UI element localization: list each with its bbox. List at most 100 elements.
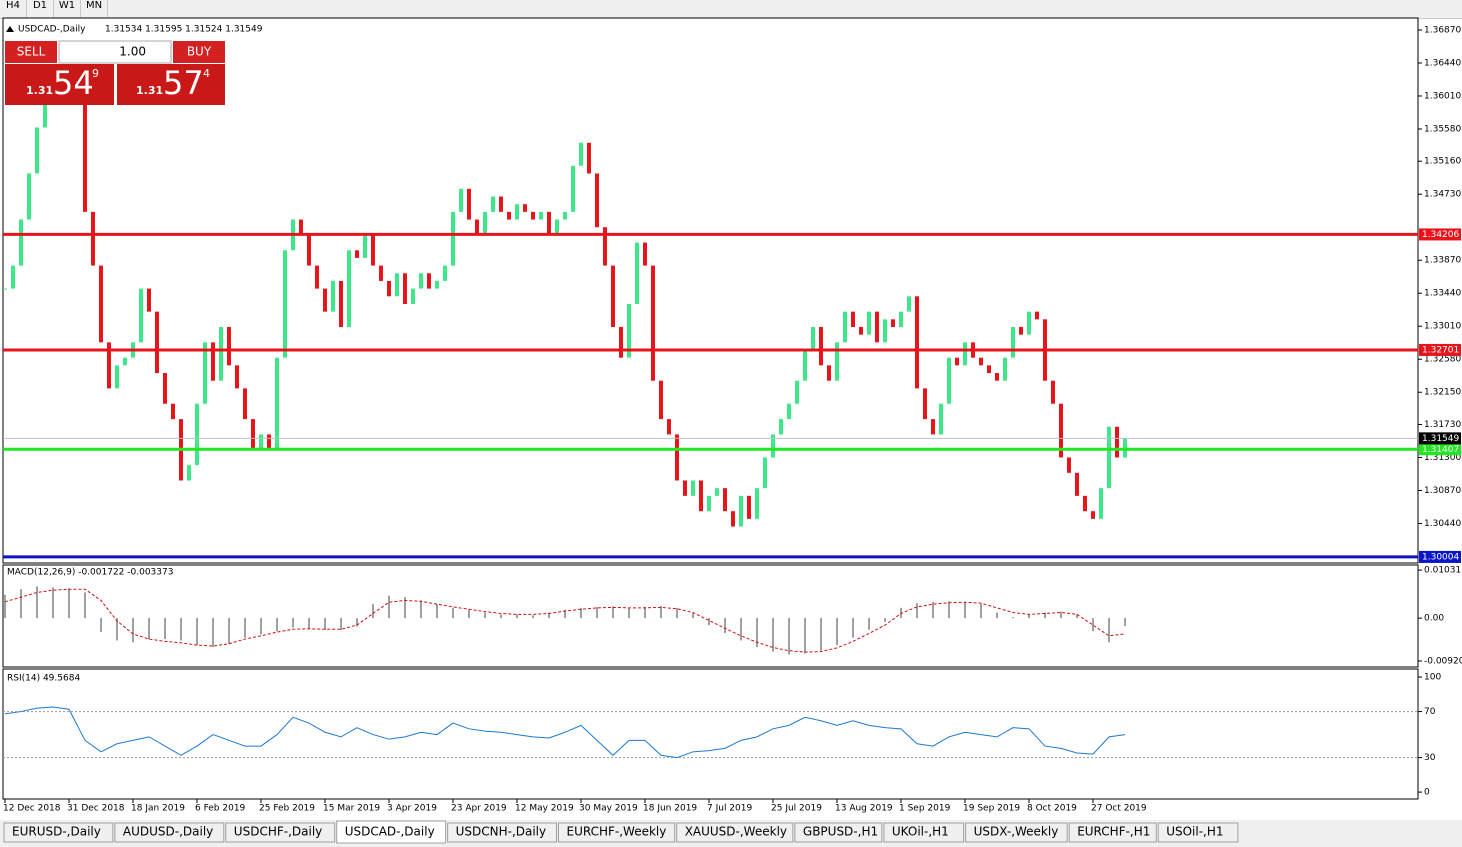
symbol-tab[interactable] xyxy=(1068,822,1157,843)
candle xyxy=(243,388,247,420)
lot-input[interactable] xyxy=(58,40,172,64)
symbol-tab[interactable] xyxy=(676,822,794,843)
symbol-tab[interactable] xyxy=(794,822,883,843)
candle xyxy=(339,280,343,327)
timeframe-button[interactable]: MN xyxy=(81,0,108,17)
macd-bar xyxy=(84,592,86,619)
macd-bar xyxy=(884,618,886,622)
candle xyxy=(379,265,383,281)
ask-box[interactable] xyxy=(117,64,225,105)
price-level-tag xyxy=(1419,550,1461,563)
candle xyxy=(811,326,815,351)
symbol-tab[interactable] xyxy=(336,820,447,844)
symbol-tab[interactable] xyxy=(114,822,225,843)
candle xyxy=(531,211,535,220)
candle xyxy=(195,403,199,466)
candle xyxy=(499,196,503,212)
y-tick-label: 1.30870 xyxy=(1424,486,1461,496)
buy-button[interactable] xyxy=(173,41,225,63)
macd-bar xyxy=(356,618,358,627)
candle xyxy=(283,250,287,358)
macd-bar xyxy=(852,618,854,638)
candle xyxy=(827,365,831,381)
candle xyxy=(995,373,999,381)
rsi-title: RSI(14) 49.5684 xyxy=(7,674,80,684)
timeframe-button[interactable]: W1 xyxy=(54,0,81,17)
x-tick-label: 8 Oct 2019 xyxy=(1027,804,1077,814)
symbol-tab[interactable] xyxy=(558,822,676,843)
candle xyxy=(635,242,639,304)
y-tick-label: 1.33870 xyxy=(1424,256,1461,266)
y-tick-label: 1.32580 xyxy=(1424,355,1461,365)
symbol-tab[interactable] xyxy=(883,822,965,843)
collapse-icon[interactable] xyxy=(6,26,14,32)
candle xyxy=(715,488,719,496)
macd-bar xyxy=(100,618,102,633)
candle xyxy=(707,495,711,512)
candle xyxy=(403,273,407,304)
sell-button[interactable] xyxy=(5,41,57,63)
candle xyxy=(699,480,703,512)
macd-bar xyxy=(660,605,662,619)
macd-bar xyxy=(708,618,710,626)
x-tick-label: 15 Mar 2019 xyxy=(323,804,380,814)
macd-bar xyxy=(212,618,214,647)
candle xyxy=(979,357,983,366)
bid-box[interactable] xyxy=(5,64,114,105)
price-level-label: 1.31407 xyxy=(1422,445,1459,455)
macd-bar xyxy=(564,609,566,619)
ask-small: 4 xyxy=(203,67,210,80)
candle xyxy=(963,342,967,366)
candle xyxy=(387,280,391,297)
candle xyxy=(939,403,943,435)
timeframe-button[interactable]: H4 xyxy=(0,0,27,17)
macd-bar xyxy=(692,613,694,619)
macd-bar xyxy=(436,604,438,619)
macd-bar xyxy=(580,607,582,619)
candle xyxy=(867,311,871,335)
candle xyxy=(915,296,919,389)
macd-bar xyxy=(756,618,758,647)
macd-panel xyxy=(2,564,1419,668)
y-tick-label: 1.33010 xyxy=(1424,322,1461,332)
macd-bar xyxy=(820,618,822,651)
macd-bar xyxy=(164,618,166,640)
x-tick-label: 19 Sep 2019 xyxy=(963,804,1020,814)
macd-bar xyxy=(132,618,134,643)
candle xyxy=(579,142,583,166)
candle xyxy=(539,211,543,220)
candle xyxy=(883,319,887,343)
candle xyxy=(1019,326,1023,335)
trade-panel: SELL 1.00 BUY 1.31 54 9 1.31 57 4 xyxy=(5,40,225,105)
candle xyxy=(1115,426,1119,458)
macd-bar xyxy=(596,606,598,619)
ask-prefix: 1.31 xyxy=(136,84,163,97)
candle xyxy=(43,96,47,128)
macd-bar xyxy=(292,618,294,628)
symbol-tab[interactable] xyxy=(965,822,1068,843)
symbol-tab-label: USDCNH-,Daily xyxy=(456,825,547,839)
candle xyxy=(667,419,671,435)
macd-bar xyxy=(612,606,614,619)
candle xyxy=(787,403,791,420)
y-tick-label: 1.35160 xyxy=(1424,157,1461,167)
symbol-tab[interactable] xyxy=(225,822,336,843)
candle xyxy=(203,342,207,404)
candle xyxy=(83,66,87,212)
y-tick-label: 1.33440 xyxy=(1424,289,1461,299)
symbol-tab[interactable] xyxy=(3,822,114,843)
candle xyxy=(835,342,839,381)
candle xyxy=(259,434,263,450)
timeframe-button[interactable]: D1 xyxy=(27,0,54,17)
macd-bar xyxy=(116,618,118,641)
candle xyxy=(347,250,351,327)
macd-bar xyxy=(420,600,422,619)
symbol-tab[interactable] xyxy=(1157,822,1239,843)
candle xyxy=(235,365,239,389)
buy-label: BUY xyxy=(187,45,212,59)
sell-label: SELL xyxy=(17,45,46,59)
symbol-tab[interactable] xyxy=(447,822,558,843)
candle xyxy=(755,488,759,519)
candle xyxy=(147,288,151,312)
